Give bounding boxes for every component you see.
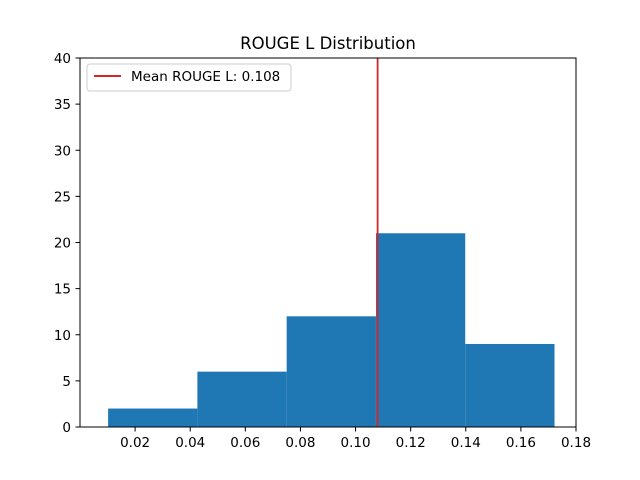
y-tick-label: 0 (62, 420, 71, 436)
histogram-bar-1 (108, 408, 198, 427)
y-tick-label: 30 (54, 143, 71, 159)
chart-title: ROUGE L Distribution (240, 34, 416, 53)
x-tick-label: 0.16 (506, 435, 536, 451)
y-tick-label: 25 (54, 189, 71, 205)
y-tick-label: 35 (54, 97, 71, 113)
x-tick-label: 0.14 (451, 435, 481, 451)
histogram-bar-3 (286, 316, 376, 427)
x-tick-label: 0.12 (396, 435, 426, 451)
plot-axes: 0.02 0.04 0.06 0.08 0.10 0.12 0.14 0.16 0.18 0 5 10… (54, 51, 591, 451)
legend-label-mean: Mean ROUGE L: 0.108 (131, 69, 280, 85)
x-tick-label: 0.04 (175, 435, 205, 451)
x-tick-label: 0.18 (561, 435, 591, 451)
x-tick-label: 0.10 (341, 435, 371, 451)
histogram-bar-5 (465, 343, 555, 427)
y-tick-label: 20 (54, 236, 71, 252)
legend-box (86, 63, 292, 92)
y-tick-label: 15 (54, 282, 71, 298)
x-tick-label: 0.06 (230, 435, 260, 451)
y-tick-label: 5 (62, 374, 71, 390)
legend: Mean ROUGE L: 0.108 (86, 63, 292, 92)
x-tick-label: 0.02 (120, 435, 150, 451)
histogram-bars (108, 233, 555, 427)
x-tick-label: 0.08 (285, 435, 315, 451)
histogram-bar-4 (375, 233, 466, 427)
y-tick-label: 40 (54, 51, 71, 67)
histogram-bar-2 (197, 371, 287, 427)
y-tick-label: 10 (54, 328, 71, 344)
